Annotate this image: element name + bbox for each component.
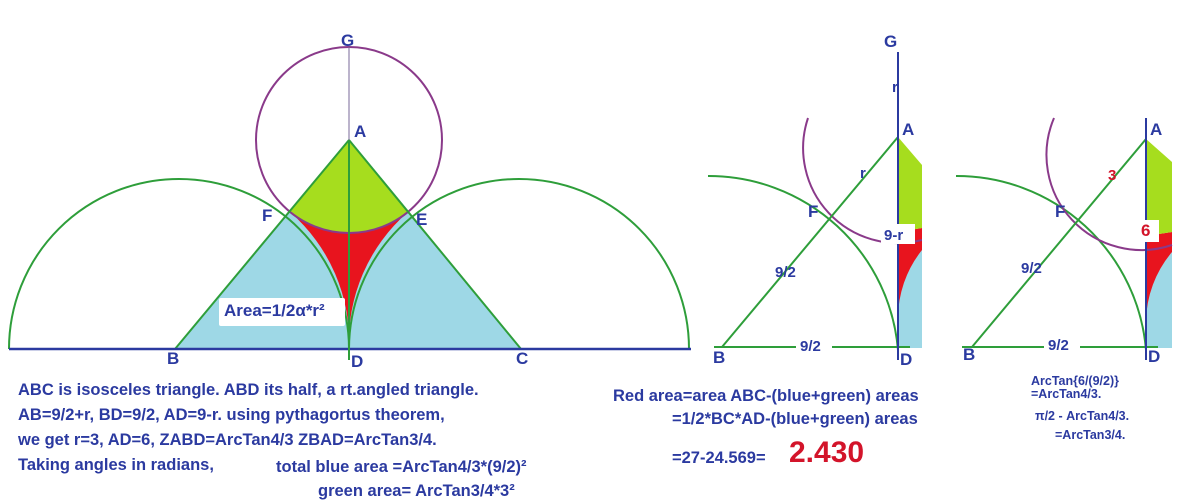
side-note-3: π/2 - ArcTan4/3. xyxy=(1035,409,1130,423)
fig3-6-bg xyxy=(1137,220,1159,242)
fig2-red-fill xyxy=(897,228,922,320)
area-label-text: Area=1/2α*r² xyxy=(224,301,325,320)
fig3-label-f: F xyxy=(1055,202,1065,221)
side-note-1: ArcTan{6/(9/2)} xyxy=(1031,374,1119,388)
note-line-2: AB=9/2+r, BD=9/2, AD=9-r. using pythagor… xyxy=(18,406,445,424)
fig2-label-b: B xyxy=(713,348,725,367)
fig3-label-a: A xyxy=(1150,120,1162,139)
fig2-green-fill xyxy=(898,137,922,232)
fig2-label-g: G xyxy=(884,32,897,51)
note-line-1: ABC is isosceles triangle. ABD its half,… xyxy=(18,381,479,399)
fig3-label-base-9-2: 9/2 xyxy=(1048,337,1069,354)
fig3-label-side-9-2: 9/2 xyxy=(1021,260,1042,277)
fig3-red-fill xyxy=(1146,232,1172,322)
fig2-label-f: F xyxy=(808,202,818,221)
fig2-hypotenuse xyxy=(721,136,899,348)
fig2-label-r-top: r xyxy=(892,79,898,96)
fig3-large-arc xyxy=(955,174,1147,351)
side-ab xyxy=(174,139,350,350)
fig2-label-9-minus-r: 9-r xyxy=(884,227,903,244)
red-area-result: 2.430 xyxy=(789,436,865,469)
fig3-label-d: D xyxy=(1148,347,1160,366)
label-b: B xyxy=(167,349,179,368)
label-c: C xyxy=(516,349,528,368)
label-e: E xyxy=(416,210,427,229)
fig2-label-a: A xyxy=(902,120,914,139)
fig3-purple-arc xyxy=(1045,117,1173,252)
red-note-3: =27-24.569= xyxy=(672,449,766,467)
fig3-label-3: 3 xyxy=(1108,167,1116,184)
fig3-label-b: B xyxy=(963,345,975,364)
label-a: A xyxy=(354,122,366,141)
fig2-label-r-side: r xyxy=(860,165,866,182)
fig3-label-6: 6 xyxy=(1141,221,1150,240)
side-note-2: =ArcTan4/3. xyxy=(1031,387,1102,401)
figure-3 xyxy=(955,117,1173,360)
red-note-2: =1/2*BC*AD-(blue+green) areas xyxy=(672,410,918,428)
side-ac xyxy=(348,139,522,350)
left-semicircle xyxy=(8,178,350,350)
label-f: F xyxy=(262,206,272,225)
main-figure xyxy=(8,46,691,360)
label-d: D xyxy=(351,352,363,371)
area-label-box: Area=1/2α*r² xyxy=(219,298,345,326)
fig3-base-label-bg xyxy=(1044,337,1080,355)
fig2-label-base-9-2: 9/2 xyxy=(800,338,821,355)
fig2-large-arc xyxy=(707,174,899,351)
fig2-9r-bg xyxy=(881,224,915,244)
label-g: G xyxy=(341,31,354,50)
fig2-label-d: D xyxy=(900,350,912,369)
right-semicircle xyxy=(348,178,690,350)
fig3-green-fill xyxy=(1146,139,1172,236)
fig2-label-side-9-2: 9/2 xyxy=(775,264,796,281)
fig2-base-label-bg xyxy=(796,337,832,355)
red-note-1: Red area=area ABC-(blue+green) areas xyxy=(613,387,919,405)
fig3-hypotenuse xyxy=(971,138,1147,348)
note-line-4: Taking angles in radians, xyxy=(18,456,214,474)
note-line-4b: total blue area =ArcTan4/3*(9/2)² xyxy=(276,458,527,476)
side-note-4: =ArcTan3/4. xyxy=(1055,428,1126,442)
note-line-5: green area= ArcTan3/4*3² xyxy=(318,482,515,500)
note-line-3: we get r=3, AD=6, ZABD=ArcTan4/3 ZBAD=Ar… xyxy=(18,431,437,449)
